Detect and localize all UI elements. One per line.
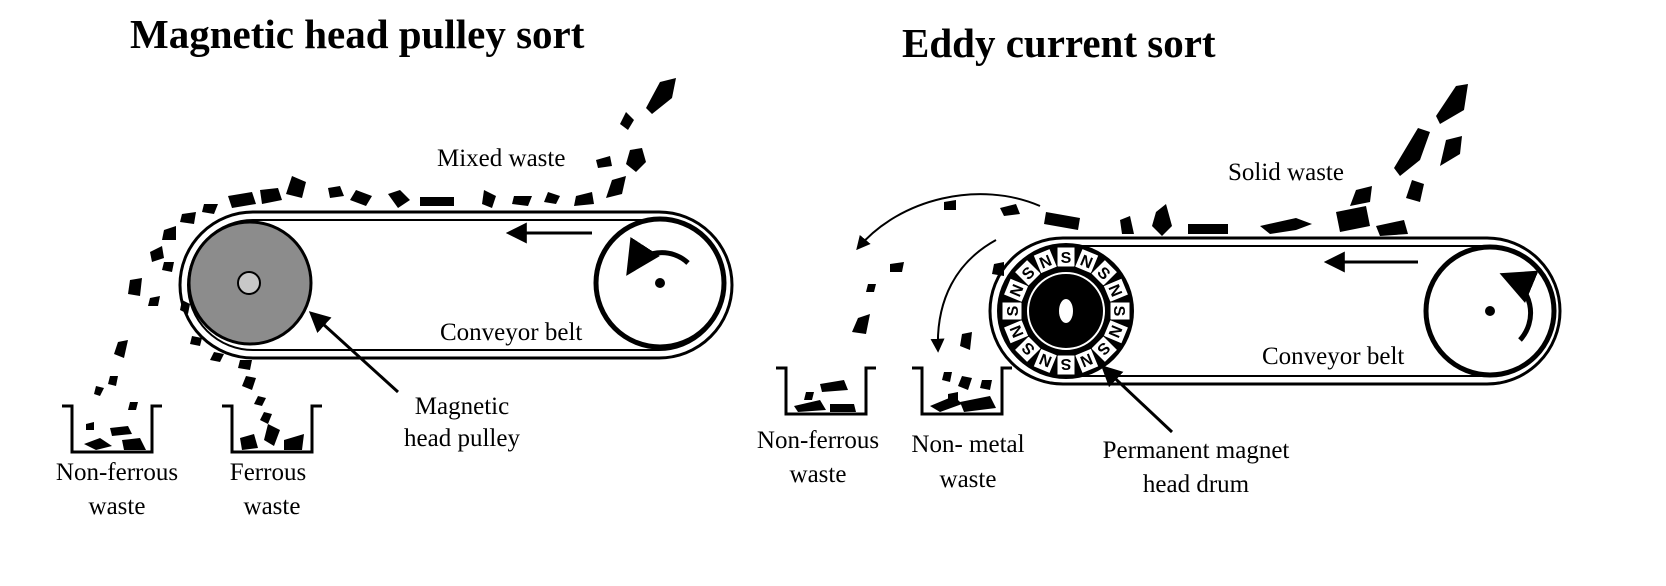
left-bin1-label-line2: waste bbox=[89, 493, 146, 520]
non-metal-trajectory-arrow-icon bbox=[930, 239, 997, 353]
magnet-pole-segment: N bbox=[1073, 247, 1100, 275]
magnetic-head-pulley-label-line1: Magnetic bbox=[415, 393, 509, 420]
right-bin2-label-line2: waste bbox=[940, 466, 997, 493]
right-bin1-label-line1: Non-ferrous bbox=[757, 427, 879, 454]
right-waste-particles bbox=[852, 84, 1468, 390]
left-tail-pulley bbox=[593, 216, 727, 350]
magnet-pole-segment: N bbox=[1032, 347, 1059, 375]
magnet-pole-segment: S bbox=[1013, 258, 1042, 287]
non-ferrous-trajectory-arrow-icon bbox=[856, 193, 1041, 251]
left-bin2-label-line2: waste bbox=[244, 493, 301, 520]
right-title: Eddy current sort bbox=[902, 20, 1216, 66]
magnetic-pulley-panel: Magnetic head pulley sort bbox=[56, 11, 734, 520]
left-bin-non-ferrous bbox=[62, 404, 162, 454]
left-waste-particles bbox=[94, 78, 676, 424]
magnet-pole-label: S bbox=[1110, 306, 1127, 317]
drum-pointer-arrow-icon bbox=[1100, 365, 1174, 434]
magnet-pole-label: S bbox=[1005, 305, 1022, 316]
magnet-pole-segment: S bbox=[1109, 301, 1131, 321]
right-bin-non-metal bbox=[912, 366, 1012, 416]
right-conveyor-belt-label: Conveyor belt bbox=[1262, 343, 1404, 370]
magnet-pole-segment: S bbox=[1013, 335, 1042, 364]
magnet-pole-segment: S bbox=[1056, 354, 1076, 376]
magnet-pole-segment: N bbox=[1102, 277, 1130, 304]
right-bin1-label-line2: waste bbox=[790, 461, 847, 488]
pulley-pointer-arrow-icon bbox=[308, 311, 400, 394]
right-bin-non-ferrous bbox=[776, 366, 876, 416]
magnetic-head-pulley-label-line2: head pulley bbox=[404, 425, 520, 452]
drum-label-line2: head drum bbox=[1143, 471, 1250, 498]
magnetic-head-pulley bbox=[187, 220, 313, 346]
magnet-pole-segment: N bbox=[1002, 277, 1030, 304]
left-title: Magnetic head pulley sort bbox=[130, 11, 585, 57]
magnet-pole-segment: N bbox=[1102, 318, 1130, 345]
drum-label-line1: Permanent magnet bbox=[1103, 437, 1290, 464]
magnet-pole-segment: N bbox=[1032, 247, 1059, 275]
rotation-arrow-icon bbox=[626, 236, 690, 276]
left-bin-ferrous bbox=[222, 404, 322, 454]
magnet-pole-segment: S bbox=[1001, 301, 1023, 321]
magnet-pole-segment: S bbox=[1090, 335, 1119, 364]
magnet-pole-label: S bbox=[1060, 355, 1071, 372]
magnet-pole-segment: N bbox=[1073, 347, 1100, 375]
magnet-pole-segment: S bbox=[1090, 258, 1119, 287]
left-bin1-label-line1: Non-ferrous bbox=[56, 459, 178, 486]
mixed-waste-label: Mixed waste bbox=[437, 145, 565, 172]
left-conveyor-belt-label: Conveyor belt bbox=[440, 319, 582, 346]
rotation-arrow-icon bbox=[1499, 270, 1539, 342]
right-tail-pulley bbox=[1423, 244, 1557, 378]
magnet-pole-segment: N bbox=[1002, 318, 1030, 345]
right-bin2-label-line1: Non- metal bbox=[911, 431, 1024, 458]
magnet-pole-segment: S bbox=[1056, 246, 1076, 268]
left-bin2-label-line1: Ferrous bbox=[230, 459, 306, 486]
magnet-pole-label: S bbox=[1061, 250, 1072, 267]
solid-waste-label: Solid waste bbox=[1228, 159, 1344, 186]
